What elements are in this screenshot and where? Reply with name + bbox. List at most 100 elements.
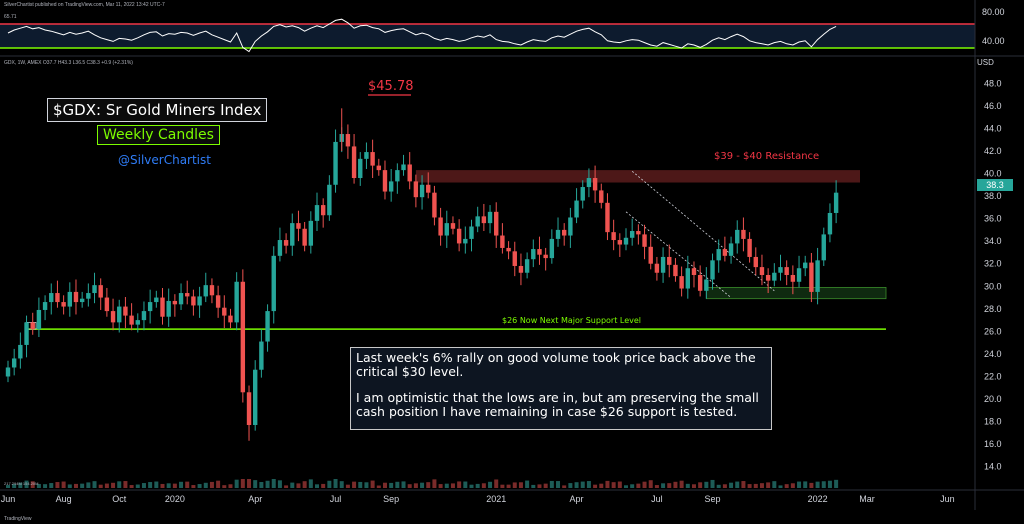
candle-body xyxy=(419,184,425,198)
candle-body xyxy=(98,285,103,298)
price-tick-label: 38.0 xyxy=(984,191,1002,201)
candle-body xyxy=(209,285,215,296)
volume-bar xyxy=(420,482,425,488)
volume-bar xyxy=(556,481,561,488)
volume-bar xyxy=(444,483,449,488)
volume-bar xyxy=(302,481,307,488)
volume-bar xyxy=(624,485,628,488)
volume-bar xyxy=(463,481,468,488)
candle-body xyxy=(401,164,406,171)
volume-bar xyxy=(747,484,752,488)
volume-bar xyxy=(642,481,647,488)
candle-body xyxy=(388,181,394,192)
volume-bar xyxy=(698,482,703,488)
candle-body xyxy=(42,302,48,310)
candle-body xyxy=(110,311,116,323)
volume-bar xyxy=(784,484,789,488)
candle-body xyxy=(92,285,97,294)
candle-body xyxy=(117,306,122,323)
candle-body xyxy=(36,309,42,330)
high-label: $45.78 xyxy=(368,79,414,94)
volume-bar xyxy=(345,484,350,488)
volume-bar xyxy=(586,481,591,488)
candle-body xyxy=(487,211,493,224)
candle-body xyxy=(833,192,839,213)
candle-body xyxy=(747,238,752,257)
candle-body xyxy=(765,275,771,281)
volume-bar xyxy=(481,483,486,488)
price-tick-label: 16.0 xyxy=(984,439,1002,449)
candle-body xyxy=(667,256,672,265)
candle-body xyxy=(592,178,598,191)
volume-bar xyxy=(222,485,227,488)
volume-bar xyxy=(729,482,734,488)
volume-bar xyxy=(679,480,684,488)
volume-bar xyxy=(475,483,480,488)
candle-body xyxy=(673,264,678,277)
currency-label[interactable]: USD xyxy=(977,58,994,67)
candle-body xyxy=(228,315,233,323)
candle-body xyxy=(679,276,684,289)
tradingview-logo[interactable]: TradingView xyxy=(4,516,32,522)
volume-bar xyxy=(98,484,103,488)
candle-body xyxy=(49,293,54,303)
volume-bar xyxy=(92,481,97,488)
volume-bar xyxy=(568,483,573,488)
volume-bar xyxy=(166,483,171,488)
candle-body xyxy=(320,205,326,216)
volume-bar xyxy=(36,483,41,488)
volume-bar xyxy=(129,485,134,488)
candle-body xyxy=(685,268,690,289)
channel-lower xyxy=(625,211,732,298)
volume-bar xyxy=(500,484,505,488)
volume-bar xyxy=(370,480,375,488)
volume-bar xyxy=(648,480,653,488)
volume-bar xyxy=(290,482,295,488)
candle-body xyxy=(543,254,548,259)
candles-layer xyxy=(5,108,839,441)
volume-bar xyxy=(753,483,758,488)
low-zone xyxy=(705,287,887,300)
candle-body xyxy=(481,216,487,224)
candle-body xyxy=(716,249,721,261)
price-tick-label: 14.0 xyxy=(984,462,1002,472)
volume-bar xyxy=(815,481,820,488)
volume-bar xyxy=(389,482,394,488)
volume-bar xyxy=(766,482,771,488)
volume-pane xyxy=(6,479,839,488)
candle-body xyxy=(599,190,604,203)
candle-body xyxy=(438,217,443,236)
volume-bar xyxy=(716,484,721,488)
volume-bar xyxy=(457,481,462,488)
volume-bar xyxy=(315,484,319,488)
chart-title: $GDX: Sr Gold Miners Index xyxy=(47,98,268,122)
time-tick-label: Jun xyxy=(940,494,955,504)
candle-body xyxy=(463,238,468,244)
volume-bar xyxy=(141,483,146,488)
volume-bar xyxy=(240,479,245,488)
volume-bar xyxy=(531,484,536,488)
candle-body xyxy=(147,302,153,312)
chart-subtitle: Weekly Candles xyxy=(97,125,220,145)
volume-bar xyxy=(395,481,400,488)
price-tick-label: 44.0 xyxy=(984,123,1002,133)
price-tick-label: 34.0 xyxy=(984,236,1002,246)
candle-body xyxy=(413,181,419,198)
volume-bar xyxy=(685,483,690,488)
volume-bar xyxy=(827,480,832,488)
price-axis[interactable]: 14.0 16.0 18.0 20.0 22.0 24.0 26.0 28.0 30.0 32.0… xyxy=(984,78,1002,471)
candle-body xyxy=(11,358,17,368)
volume-bar xyxy=(438,484,443,488)
publisher-line: SilverChartist published on TradingView.… xyxy=(4,2,165,8)
time-tick-label: Jul xyxy=(330,494,342,504)
time-axis[interactable]: Jun Aug Oct 2020 Apr Jul Sep 2021 Apr Jul Sep 2022 M… xyxy=(1,494,955,504)
candle-body xyxy=(735,229,740,244)
volume-bar xyxy=(617,481,622,488)
volume-bar xyxy=(407,484,412,488)
candle-body xyxy=(296,223,301,229)
volume-bar xyxy=(172,483,177,488)
candle-body xyxy=(166,300,171,317)
volume-bar xyxy=(284,485,289,488)
volume-bar xyxy=(469,484,474,488)
candle-body xyxy=(160,297,165,317)
